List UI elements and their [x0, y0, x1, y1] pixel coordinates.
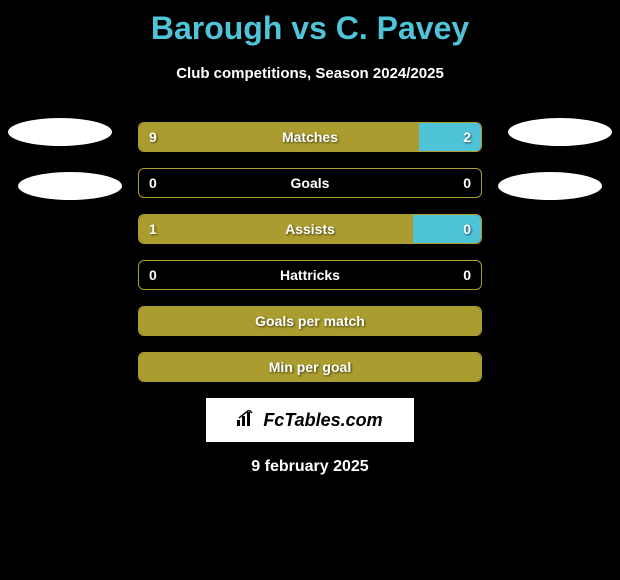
bar-label: Min per goal [139, 359, 481, 375]
logo-text: FcTables.com [263, 410, 382, 431]
bar-value-right: 0 [463, 267, 471, 283]
bar-value-left: 0 [149, 267, 157, 283]
stat-bar-row: Assists1 0 [138, 214, 482, 244]
comparison-subtitle: Club competitions, Season 2024/2025 [0, 65, 620, 82]
player-right-avatar-1 [508, 118, 612, 146]
comparison-title: Barough vs C. Pavey [0, 0, 620, 47]
bar-value-left: 0 [149, 175, 157, 191]
bar-label: Hattricks [139, 267, 481, 283]
bar-value-left: 1 [149, 221, 157, 237]
bar-label: Matches [139, 129, 481, 145]
player-left-avatar-2 [18, 172, 122, 200]
player-left-avatar-1 [8, 118, 112, 146]
stat-bar-row: Matches9 2 [138, 122, 482, 152]
chart-icon [237, 410, 257, 431]
stat-bar-row: Hattricks0 0 [138, 260, 482, 290]
player-right-avatar-2 [498, 172, 602, 200]
bar-label: Goals [139, 175, 481, 191]
bar-label: Assists [139, 221, 481, 237]
stat-bar-row: Min per goal [138, 352, 482, 382]
bar-value-right: 0 [463, 175, 471, 191]
bar-label: Goals per match [139, 313, 481, 329]
logo-badge: FcTables.com [206, 398, 414, 442]
bars-container: Matches92Goals00Assists10Hattricks00Goal… [138, 122, 482, 382]
stat-bar-row: Goals0 0 [138, 168, 482, 198]
bar-value-right: 2 [463, 129, 471, 145]
date-text: 9 february 2025 [0, 458, 620, 476]
bar-value-left: 9 [149, 129, 157, 145]
chart-area: Matches92Goals00Assists10Hattricks00Goal… [0, 122, 620, 476]
stat-bar-row: Goals per match [138, 306, 482, 336]
bar-value-right: 0 [463, 221, 471, 237]
